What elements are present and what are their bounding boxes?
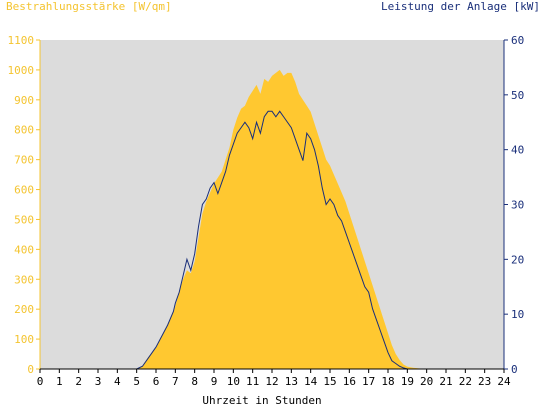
- x-tick-label: 3: [95, 375, 102, 388]
- x-tick-label: 19: [401, 375, 414, 388]
- right-tick-label: 60: [511, 34, 524, 47]
- x-tick-label: 6: [153, 375, 160, 388]
- series-layer: [40, 69, 504, 370]
- x-tick-label: 18: [381, 375, 394, 388]
- left-tick-label: 600: [14, 184, 34, 197]
- left-tick-label: 900: [14, 94, 34, 107]
- left-tick-label: 300: [14, 273, 34, 286]
- axes-layer: 0100200300400500600700800900100011000102…: [8, 34, 525, 388]
- left-tick-label: 100: [14, 333, 34, 346]
- x-tick-label: 12: [265, 375, 278, 388]
- right-tick-label: 50: [511, 89, 524, 102]
- x-tick-label: 11: [246, 375, 259, 388]
- x-tick-label: 8: [191, 375, 198, 388]
- x-tick-label: 20: [420, 375, 433, 388]
- right-tick-label: 40: [511, 144, 524, 157]
- left-tick-label: 0: [27, 363, 34, 376]
- right-tick-label: 0: [511, 363, 518, 376]
- x-tick-label: 5: [133, 375, 140, 388]
- x-tick-label: 13: [285, 375, 298, 388]
- right-tick-label: 10: [511, 308, 524, 321]
- x-tick-label: 2: [75, 375, 82, 388]
- x-tick-label: 9: [211, 375, 218, 388]
- right-tick-label: 20: [511, 253, 524, 266]
- irradiance-area: [40, 69, 504, 369]
- x-tick-label: 22: [459, 375, 472, 388]
- x-tick-label: 10: [227, 375, 240, 388]
- right-axis-title: Leistung der Anlage [kW]: [381, 0, 540, 13]
- x-axis-title: Uhrzeit in Stunden: [202, 394, 322, 407]
- x-tick-label: 7: [172, 375, 179, 388]
- x-tick-label: 24: [497, 375, 511, 388]
- x-tick-label: 23: [478, 375, 491, 388]
- power-line: [40, 110, 504, 370]
- left-tick-label: 500: [14, 213, 34, 226]
- left-tick-label: 1100: [8, 34, 35, 47]
- x-tick-label: 21: [439, 375, 452, 388]
- right-tick-label: 30: [511, 199, 524, 212]
- x-tick-label: 14: [304, 375, 318, 388]
- x-tick-label: 0: [37, 375, 44, 388]
- left-tick-label: 1000: [8, 64, 35, 77]
- left-axis-title: Bestrahlungsstärke [W/qm]: [6, 0, 172, 13]
- left-tick-label: 400: [14, 243, 34, 256]
- x-tick-label: 15: [323, 375, 336, 388]
- x-tick-label: 1: [56, 375, 63, 388]
- x-tick-label: 17: [362, 375, 375, 388]
- left-tick-label: 200: [14, 303, 34, 316]
- left-tick-label: 700: [14, 154, 34, 167]
- x-tick-label: 4: [114, 375, 121, 388]
- left-tick-label: 800: [14, 124, 34, 137]
- x-tick-label: 16: [343, 375, 356, 388]
